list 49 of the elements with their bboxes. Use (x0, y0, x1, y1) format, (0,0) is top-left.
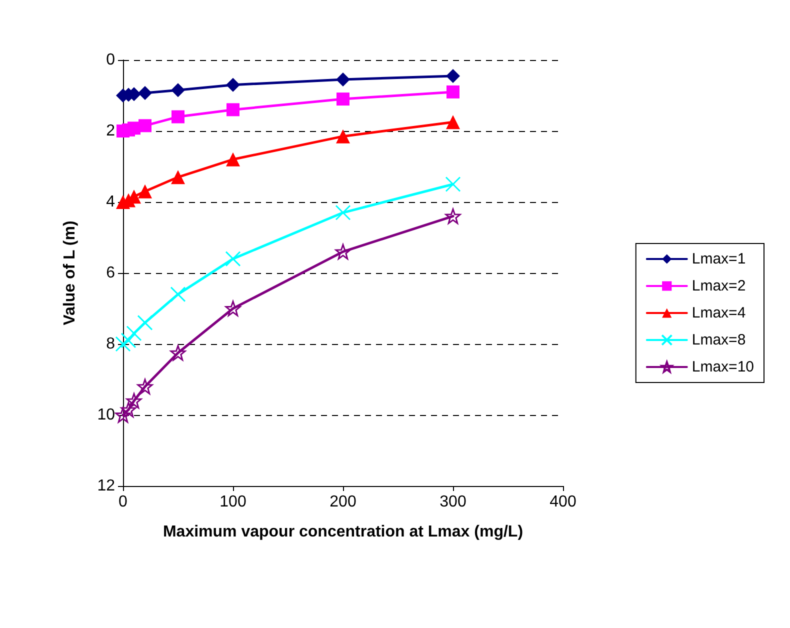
point (226, 103, 240, 116)
point (445, 176, 461, 192)
point (226, 78, 240, 92)
point (138, 119, 152, 132)
x-tick-label: 200 (330, 494, 356, 510)
y-tick-label: 0 (106, 52, 116, 68)
point (446, 115, 460, 130)
legend-label: Lmax=10 (692, 358, 754, 376)
point (171, 170, 185, 184)
point (335, 204, 351, 220)
point (137, 314, 153, 330)
point (445, 208, 461, 224)
point (170, 345, 186, 361)
point (170, 286, 186, 302)
x-tick-label: 300 (440, 494, 466, 510)
point (172, 110, 184, 124)
point (225, 251, 241, 267)
point (335, 244, 351, 260)
point (126, 393, 142, 409)
point (138, 184, 152, 198)
point (336, 92, 350, 106)
legend-label: Lmax=2 (692, 278, 746, 294)
x-tick-label: 0 (118, 494, 128, 510)
x-tick-label: 100 (220, 494, 246, 510)
x-tick-label: 400 (550, 494, 576, 510)
legend-label: Lmax=8 (692, 332, 746, 348)
point (171, 83, 185, 98)
point (138, 86, 152, 100)
point (115, 407, 131, 423)
y-tick-label: 10 (97, 406, 116, 424)
y-tick-label: 6 (106, 264, 116, 282)
y-tick-label: 2 (106, 122, 116, 140)
point (446, 68, 460, 83)
point (226, 152, 240, 166)
point (336, 72, 350, 87)
point (115, 336, 131, 352)
point (225, 300, 241, 316)
legend-label: Lmax=4 (692, 304, 746, 322)
point (336, 129, 350, 144)
y-tick-label: 12 (97, 478, 116, 494)
y-tick-label: 8 (106, 336, 116, 352)
point (120, 402, 136, 418)
y-axis-title: Value of L (m) (62, 220, 78, 326)
point (137, 378, 153, 394)
point (446, 85, 460, 98)
legend-label: Lmax=1 (692, 250, 746, 268)
point (120, 332, 136, 348)
x-axis-title: Maximum vapour concentration at Lmax (mg/L) (162, 524, 524, 540)
y-tick-label: 4 (106, 194, 116, 210)
